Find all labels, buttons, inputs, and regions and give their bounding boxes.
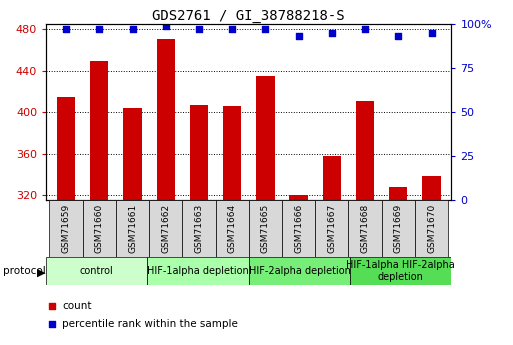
Bar <box>389 187 407 200</box>
Bar <box>249 200 282 257</box>
Point <box>95 27 104 32</box>
Bar <box>323 156 341 200</box>
Bar <box>422 176 441 200</box>
Bar <box>356 101 374 200</box>
Bar <box>190 105 208 200</box>
Bar <box>315 200 348 257</box>
Bar <box>124 108 142 200</box>
Point <box>394 34 402 39</box>
Bar <box>83 200 116 257</box>
Bar <box>156 39 175 200</box>
Text: control: control <box>80 266 114 276</box>
Text: GSM71666: GSM71666 <box>294 204 303 253</box>
Point <box>261 27 269 32</box>
Bar <box>182 200 215 257</box>
Text: GSM71665: GSM71665 <box>261 204 270 253</box>
Point <box>427 30 436 36</box>
Text: ▶: ▶ <box>37 268 46 277</box>
Bar <box>57 97 75 200</box>
Text: GSM71667: GSM71667 <box>327 204 337 253</box>
Text: GSM71669: GSM71669 <box>394 204 403 253</box>
Point <box>128 27 136 32</box>
Bar <box>90 61 108 200</box>
Point <box>48 304 56 309</box>
Text: GSM71668: GSM71668 <box>361 204 369 253</box>
Text: GSM71662: GSM71662 <box>161 204 170 253</box>
Point <box>328 30 336 36</box>
Point <box>62 27 70 32</box>
Title: GDS2761 / GI_38788218-S: GDS2761 / GI_38788218-S <box>152 9 345 23</box>
Bar <box>223 106 241 200</box>
Bar <box>382 200 415 257</box>
Text: GSM71659: GSM71659 <box>62 204 71 253</box>
Bar <box>350 257 451 285</box>
Bar <box>116 200 149 257</box>
Text: GSM71661: GSM71661 <box>128 204 137 253</box>
Bar <box>415 200 448 257</box>
Text: GSM71663: GSM71663 <box>194 204 204 253</box>
Bar <box>348 200 382 257</box>
Bar <box>256 76 274 200</box>
Bar <box>215 200 249 257</box>
Bar <box>282 200 315 257</box>
Text: HIF-1alpha HIF-2alpha
depletion: HIF-1alpha HIF-2alpha depletion <box>346 260 455 282</box>
Text: GSM71664: GSM71664 <box>228 204 236 253</box>
Text: count: count <box>63 302 92 311</box>
Text: percentile rank within the sample: percentile rank within the sample <box>63 319 238 328</box>
Point <box>48 321 56 326</box>
Point <box>294 34 303 39</box>
Bar <box>46 257 148 285</box>
Bar <box>49 200 83 257</box>
Point <box>162 23 170 29</box>
Bar <box>149 200 182 257</box>
Text: protocol: protocol <box>3 266 45 276</box>
Point <box>228 27 236 32</box>
Text: GSM71670: GSM71670 <box>427 204 436 253</box>
Bar <box>289 195 308 200</box>
Point <box>195 27 203 32</box>
Bar <box>148 257 249 285</box>
Text: HIF-1alpha depletion: HIF-1alpha depletion <box>147 266 249 276</box>
Point <box>361 27 369 32</box>
Text: GSM71660: GSM71660 <box>95 204 104 253</box>
Text: HIF-2alpha depletion: HIF-2alpha depletion <box>248 266 350 276</box>
Bar <box>249 257 350 285</box>
